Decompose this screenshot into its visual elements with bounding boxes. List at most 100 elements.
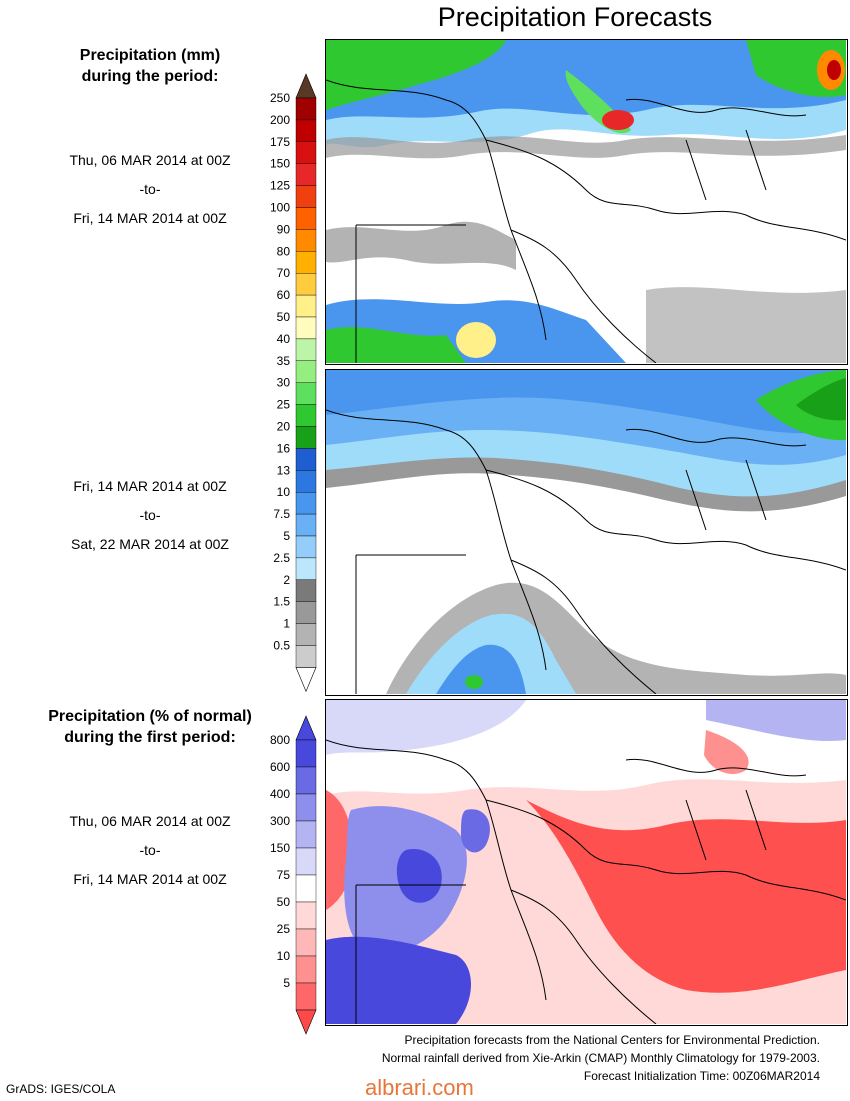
pct-legend-tick-label: 600 [270, 760, 290, 774]
mm-legend-swatch [295, 316, 317, 340]
footer-line-1: Precipitation forecasts from the Nationa… [404, 1033, 820, 1047]
pct-legend-tick-label: 150 [270, 841, 290, 855]
mm-legend-swatch [295, 579, 317, 602]
page-title: Precipitation Forecasts [437, 2, 713, 32]
pct-legend-tick-label: 50 [277, 895, 291, 909]
pct-legend-swatch [295, 901, 317, 930]
pct-legend-swatch [295, 847, 317, 876]
mm-legend-tick-label: 150 [270, 157, 290, 171]
percent-normal-map [325, 699, 848, 1026]
mm-legend-tick-label: 40 [277, 332, 291, 346]
heading-line-2: during the first period: [64, 729, 236, 746]
mm-legend-tick-label: 250 [270, 91, 290, 105]
period-end: Sat, 22 MAR 2014 at 00Z [71, 536, 229, 552]
mm-legend-swatch [295, 557, 317, 580]
mm-legend-swatch [295, 272, 317, 296]
mm-legend-tick-label: 200 [270, 113, 290, 127]
mm-legend-swatch [295, 448, 317, 471]
heading-line-2: during the period: [81, 68, 219, 85]
pct-legend-swatch [295, 820, 317, 849]
footer-line-2: Normal rainfall derived from Xie-Arkin (… [381, 1051, 820, 1065]
mm-legend-tick-label: 50 [277, 310, 291, 324]
mm-legend-swatch [295, 426, 317, 449]
period-to: -to- [139, 507, 161, 523]
mm-legend-tick-label: 80 [277, 244, 291, 258]
watermark: albrari.com [365, 1075, 474, 1100]
mm-legend-swatch [295, 513, 317, 537]
mm-legend-tick-label: 5 [283, 529, 290, 543]
precip-map-week-2 [325, 369, 848, 696]
pct-legend-swatch [295, 793, 317, 822]
mm-legend-top-arrow [295, 73, 317, 99]
pct-legend-tick-label: 10 [277, 949, 291, 963]
mm-legend-swatch [295, 207, 317, 230]
period-end: Fri, 14 MAR 2014 at 00Z [73, 871, 227, 887]
percent-color-legend: 800 600 400 300 150 75 50 25 10 5 [270, 715, 317, 1035]
mm-legend-swatch [295, 229, 317, 252]
mm-legend-tick-label: 35 [277, 354, 291, 368]
mm-legend-tick-label: 16 [277, 441, 291, 455]
mm-legend-swatch [295, 185, 317, 208]
mm-legend-tick-label: 100 [270, 201, 290, 215]
mm-legend-swatch [295, 97, 317, 121]
period-3-label: Thu, 06 MAR 2014 at 00Z -to- Fri, 14 MAR… [0, 807, 300, 894]
mm-legend-swatch [295, 251, 317, 274]
pct-legend-bottom-arrow [295, 1009, 317, 1035]
pct-legend-tick-label: 800 [270, 733, 290, 747]
mm-legend-tick-label: 70 [277, 266, 291, 280]
mm-legend-tick-label: 25 [277, 398, 291, 412]
mm-legend-tick-label: 0.5 [273, 639, 290, 653]
pct-legend-swatch [295, 739, 317, 768]
pct-legend-heading: Precipitation (% of normal) during the f… [0, 706, 300, 748]
mm-legend-tick-label: 125 [270, 179, 290, 193]
mm-legend-tick-label: 30 [277, 376, 291, 390]
pct-legend-swatch [295, 766, 317, 795]
pct-legend-tick-label: 400 [270, 787, 290, 801]
mm-legend-swatch [295, 645, 317, 668]
mm-legend-tick-label: 7.5 [273, 507, 290, 521]
mm-color-legend: 2502001751501251009080706050403530252016… [270, 73, 317, 693]
pct-legend-swatch [295, 955, 317, 984]
pct-legend-top-arrow [295, 715, 317, 741]
mm-legend-swatch [295, 492, 317, 515]
mm-legend-tick-label: 10 [277, 485, 291, 499]
pct-legend-tick-label: 5 [283, 976, 290, 990]
mm-legend-swatch [295, 141, 317, 164]
mm-legend-swatch [295, 338, 317, 361]
period-to: -to- [139, 842, 161, 858]
precip-map-week-1 [325, 39, 848, 365]
period-start: Thu, 06 MAR 2014 at 00Z [69, 152, 231, 168]
period-end: Fri, 14 MAR 2014 at 00Z [73, 210, 227, 226]
period-start: Fri, 14 MAR 2014 at 00Z [73, 478, 227, 494]
mm-legend-tick-label: 90 [277, 222, 291, 236]
pct-legend-tick-label: 75 [277, 868, 291, 882]
period-2-label: Fri, 14 MAR 2014 at 00Z -to- Sat, 22 MAR… [0, 472, 300, 559]
mm-legend-tick-label: 1.5 [273, 595, 290, 609]
mm-legend-swatch [295, 623, 317, 646]
mm-legend-swatch [295, 163, 317, 186]
mm-legend-tick-label: 13 [277, 463, 291, 477]
heading-line-1: Precipitation (% of normal) [48, 708, 252, 725]
mm-legend-tick-label: 175 [270, 135, 290, 149]
mm-legend-swatch [295, 470, 317, 493]
mm-legend-swatch [295, 601, 317, 624]
period-start: Thu, 06 MAR 2014 at 00Z [69, 813, 231, 829]
heading-line-1: Precipitation (mm) [79, 47, 221, 64]
mm-legend-swatch [295, 119, 317, 143]
mm-legend-heading: Precipitation (mm) during the period: [0, 45, 300, 87]
mm-legend-swatch [295, 360, 317, 383]
mm-legend-tick-label: 1 [283, 617, 290, 631]
mm-legend-tick-label: 20 [277, 420, 291, 434]
mm-legend-tick-label: 2 [283, 573, 290, 587]
mm-legend-swatch [295, 535, 317, 559]
mm-legend-tick-label: 60 [277, 288, 291, 302]
pct-legend-swatch [295, 874, 317, 903]
grads-credit: GrADS: IGES/COLA [6, 1082, 116, 1096]
mm-legend-bottom-arrow [295, 667, 317, 693]
mm-legend-swatch [295, 382, 317, 405]
mm-legend-swatch [295, 404, 317, 427]
period-1-label: Thu, 06 MAR 2014 at 00Z -to- Fri, 14 MAR… [0, 146, 300, 233]
mm-legend-swatch [295, 294, 317, 318]
pct-legend-swatch [295, 928, 317, 957]
footer-line-3: Forecast Initialization Time: 00Z06MAR20… [583, 1069, 820, 1083]
